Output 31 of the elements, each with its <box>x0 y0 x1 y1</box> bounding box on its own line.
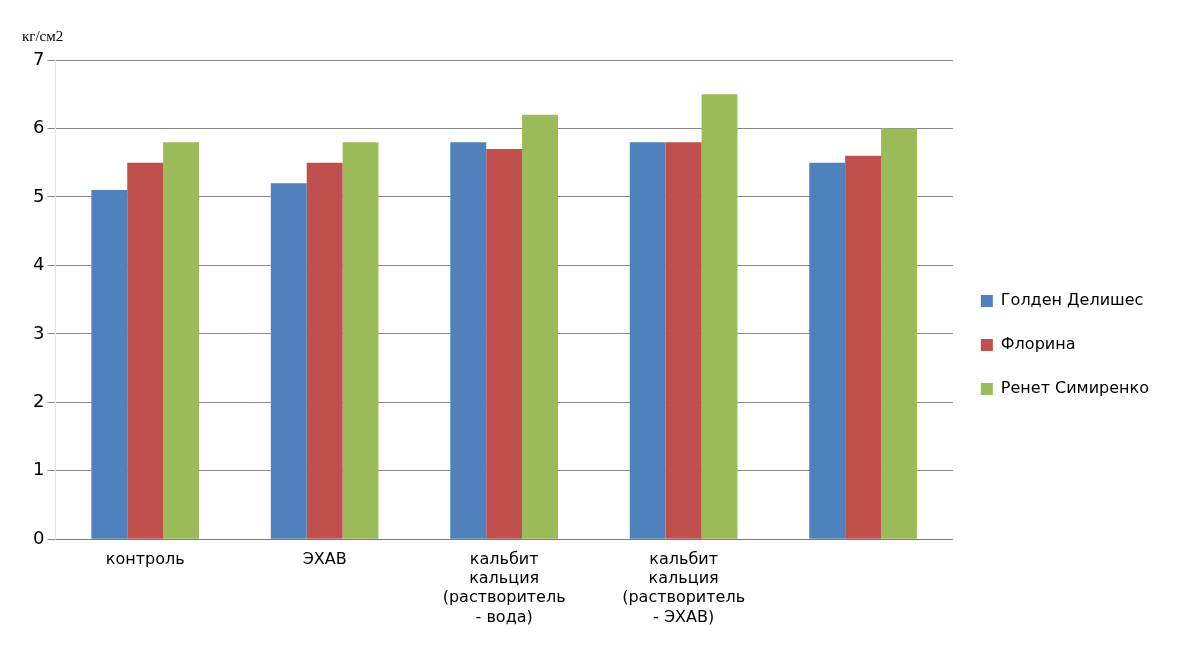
y-tick-label: 4 <box>33 253 45 275</box>
bar <box>701 94 738 539</box>
y-tick-label: 3 <box>33 321 45 343</box>
bar <box>881 128 917 539</box>
x-tick-label: контроль <box>105 548 185 568</box>
bar <box>809 162 846 539</box>
legend-label: Ренет Симиренко <box>1000 378 1149 398</box>
y-axis-title: кг/см2 <box>22 28 64 45</box>
bar <box>91 190 128 539</box>
x-tick-label: кальбит кальция (растворитель - вода) <box>442 548 566 626</box>
legend-label: Голден Делишес <box>1000 290 1144 310</box>
y-tick-label: 5 <box>33 184 45 206</box>
y-tick-label: 6 <box>33 116 45 138</box>
bar <box>450 142 487 539</box>
y-tick-label: 2 <box>33 389 45 411</box>
bar <box>665 142 702 539</box>
y-tick-label: 7 <box>33 47 45 69</box>
bar <box>342 142 379 539</box>
y-tick-label: 1 <box>33 458 45 480</box>
bar <box>306 162 343 539</box>
legend-label: Флорина <box>1000 334 1076 354</box>
bar <box>629 142 666 539</box>
bar <box>522 114 558 539</box>
x-tick-label: кальбит кальция (растворитель - ЭХАВ) <box>622 548 746 626</box>
y-tick-label: 0 <box>33 526 45 548</box>
bar <box>127 162 164 539</box>
bar <box>270 183 307 539</box>
bar <box>486 148 523 539</box>
x-tick-label: ЭХАВ <box>302 548 347 568</box>
bar <box>845 155 882 539</box>
bar <box>163 142 200 539</box>
